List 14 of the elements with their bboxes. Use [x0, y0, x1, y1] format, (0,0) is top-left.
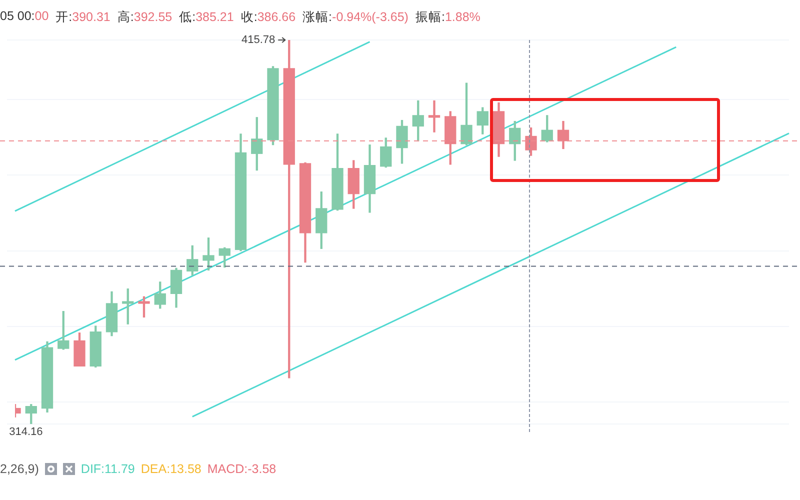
text: 涨幅:-0.94%(-3.65) [302, 10, 408, 24]
text: 2,26,9) [0, 462, 39, 476]
text: 开:390.31 [56, 10, 110, 24]
annotation: 415.78 [241, 34, 276, 46]
text: 314.16 [9, 426, 43, 438]
candlestick [428, 100, 440, 132]
text: 05 00:00 [0, 9, 49, 23]
text: 高:392.55 [117, 10, 172, 24]
text: DEA:13.58 [140, 462, 202, 476]
text: 低:385.21 [179, 10, 234, 24]
text: MACD:-3.58 [207, 462, 276, 476]
text: 振幅:1.88% [415, 10, 480, 24]
text: DIF:11.79 [80, 462, 135, 476]
text: 收:386.66 [240, 10, 296, 24]
